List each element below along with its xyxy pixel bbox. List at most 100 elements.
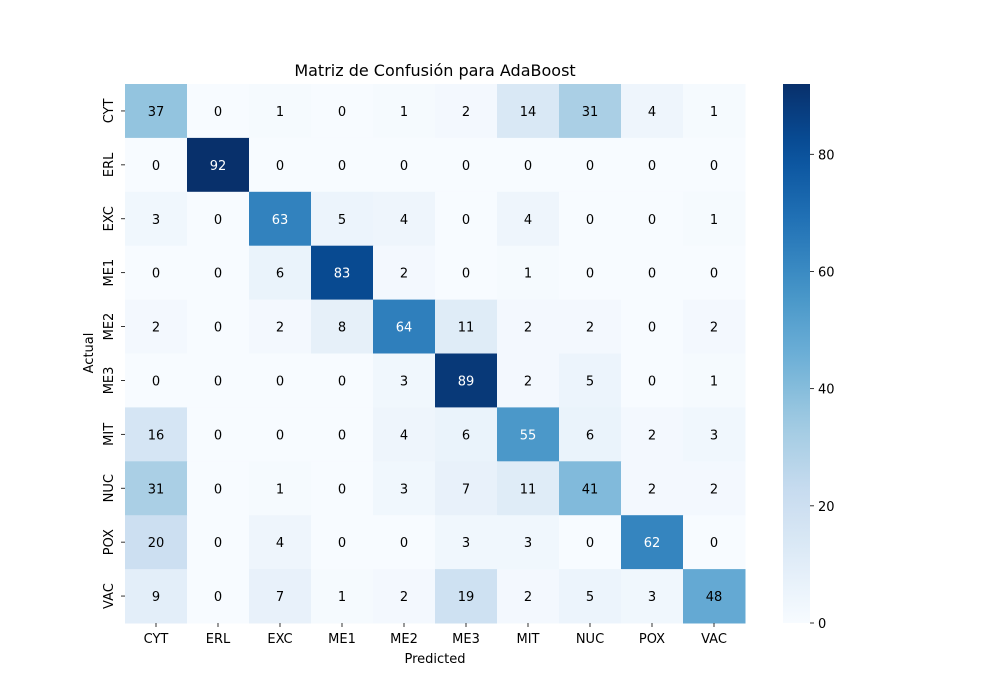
cell-value: 55 [520,428,537,443]
cell-rect [559,84,622,139]
cell-rect [373,191,436,247]
heatmap-cell: 3 [621,569,684,624]
cell-rect [187,515,250,570]
heatmap-cell: 0 [559,515,622,570]
x-axis-label: Predicted [404,652,465,667]
heatmap-cell: 0 [435,191,498,247]
heatmap-cell: 14 [497,84,560,139]
cell-rect [497,137,560,193]
cell-value: 1 [276,105,284,120]
cell-rect [311,353,374,408]
cell-rect [435,191,498,247]
cell-rect [125,569,188,624]
cell-rect [621,569,684,624]
x-tick-label: ME3 [452,632,480,647]
heatmap-cell: 89 [435,353,498,408]
cell-value: 0 [586,267,594,282]
cell-rect [683,461,746,516]
cell-value: 3 [400,374,408,389]
cell-rect [249,299,312,354]
cell-value: 6 [276,267,284,282]
cell-value: 14 [520,105,537,120]
heatmap-cell: 0 [311,353,374,408]
cell-value: 7 [462,482,470,497]
heatmap-cell: 2 [373,245,436,301]
cell-rect [435,84,498,139]
cell-value: 0 [710,267,718,282]
heatmap-cell: 0 [311,137,374,193]
heatmap-cell: 3 [125,191,188,247]
cell-value: 4 [400,213,408,228]
cell-value: 0 [214,482,222,497]
heatmap-cell: 0 [435,245,498,301]
cell-rect [311,461,374,516]
cell-value: 3 [462,536,470,551]
colorbar-tick-label: 80 [818,148,835,163]
cell-rect [435,245,498,301]
cell-value: 2 [462,105,470,120]
cell-rect [497,84,560,139]
heatmap-cell: 0 [559,137,622,193]
cell-rect [621,407,684,462]
heatmap-cell: 0 [621,353,684,408]
x-tick-label: ME1 [328,632,356,647]
cell-rect [497,515,560,570]
cell-rect [125,353,188,408]
cell-rect [621,515,684,570]
cell-rect [249,191,312,247]
cell-rect [683,353,746,408]
cell-rect [683,137,746,193]
cell-value: 0 [338,428,346,443]
heatmap-cell: 1 [683,191,746,247]
heatmap-cell: 6 [249,245,312,301]
cell-rect [187,569,250,624]
colorbar-tick-label: 40 [818,383,835,398]
cell-value: 0 [338,482,346,497]
heatmap-cell: 19 [435,569,498,624]
cell-rect [187,299,250,354]
cell-rect [125,191,188,247]
cell-rect [683,191,746,247]
heatmap-cell: 1 [249,84,312,139]
heatmap-cell: 0 [311,407,374,462]
cell-rect [125,245,188,301]
heatmap-cell: 5 [559,353,622,408]
cell-rect [373,299,436,354]
cell-value: 0 [338,536,346,551]
colorbar-tick-label: 60 [818,265,835,280]
heatmap-cell: 2 [497,353,560,408]
heatmap-cell: 0 [621,137,684,193]
cell-value: 0 [462,159,470,174]
heatmap-cell: 1 [249,461,312,516]
cell-rect [249,137,312,193]
cell-value: 2 [586,321,594,336]
cell-rect [187,461,250,516]
cell-value: 4 [648,105,656,120]
heatmap-cell: 0 [559,191,622,247]
cell-value: 1 [710,105,718,120]
cell-rect [621,191,684,247]
cell-rect [311,191,374,247]
cell-rect [249,569,312,624]
cell-rect [373,515,436,570]
cell-value: 2 [710,482,718,497]
cell-value: 5 [586,374,594,389]
heatmap-cell: 0 [187,191,250,247]
heatmap-cell: 0 [311,461,374,516]
cell-rect [497,569,560,624]
cell-value: 0 [214,321,222,336]
heatmap-cell: 0 [249,407,312,462]
cell-value: 2 [276,321,284,336]
heatmap-cells: 37 0 1 0 1 2 14 31 4 10 92 0 0 0 0 0 0 0 03 0 63 5 4 0 4 0 0 10 0 6 83… [125,84,746,624]
cell-rect [311,245,374,301]
cell-rect [559,407,622,462]
cell-rect [373,461,436,516]
cell-value: 0 [276,428,284,443]
heatmap-cell: 0 [125,137,188,193]
heatmap-cell: 3 [373,353,436,408]
heatmap-cell: 0 [187,245,250,301]
heatmap-cell: 11 [497,461,560,516]
cell-value: 6 [462,428,470,443]
cell-value: 0 [276,374,284,389]
